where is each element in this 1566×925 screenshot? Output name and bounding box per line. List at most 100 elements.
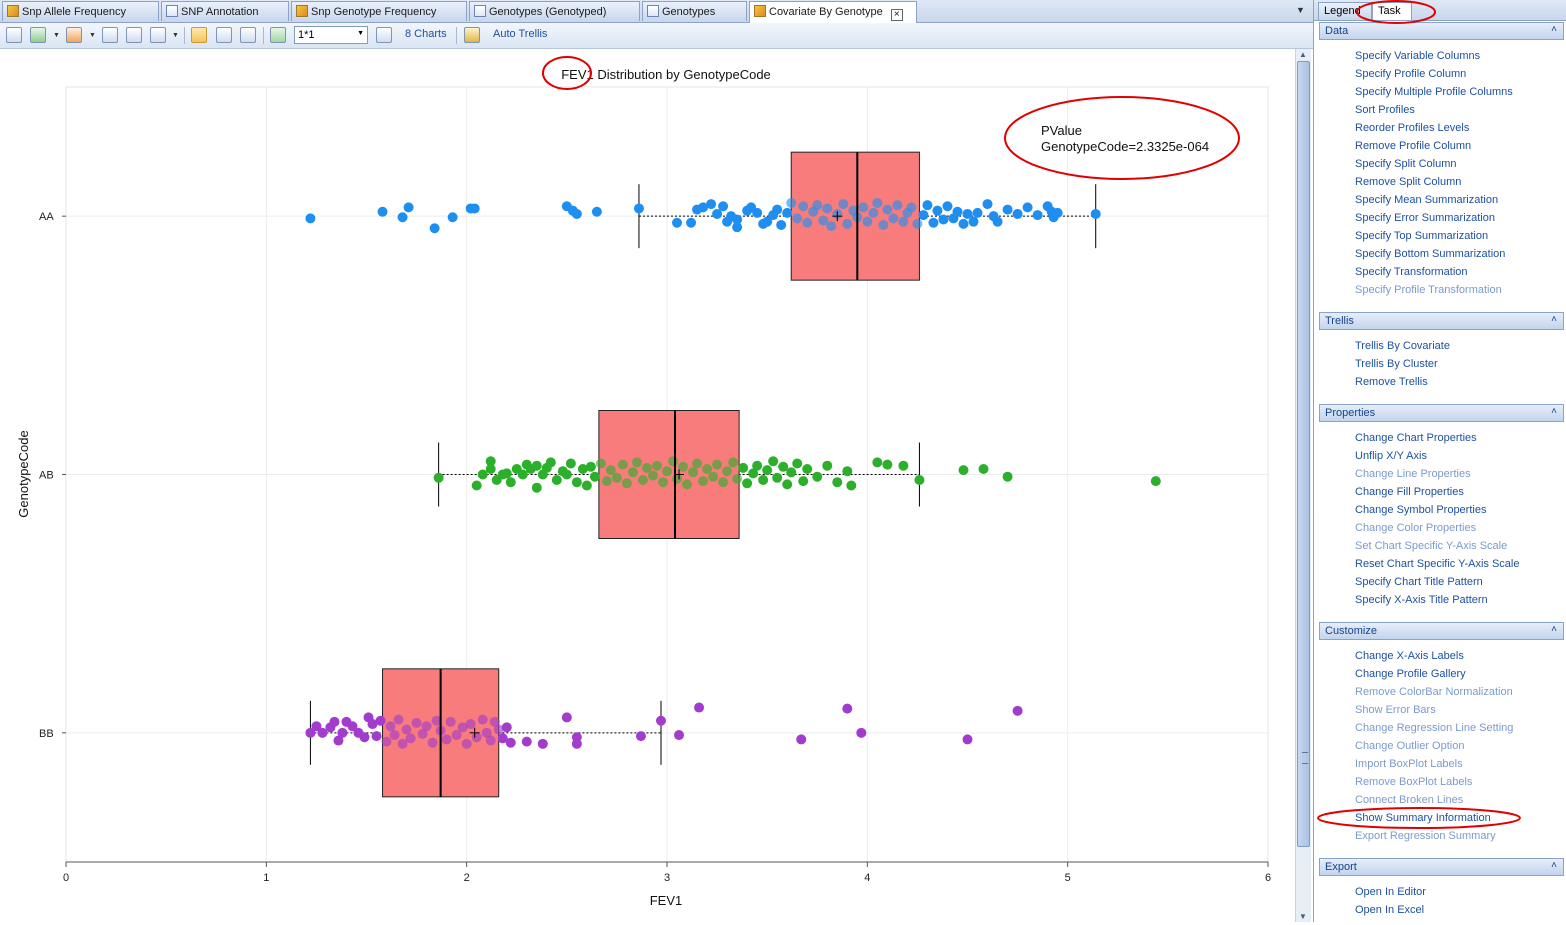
data-point bbox=[798, 201, 809, 212]
data-point bbox=[952, 206, 963, 217]
task-link[interactable]: Change Symbol Properties bbox=[1355, 504, 1487, 516]
powerpoint-export-icon[interactable] bbox=[66, 27, 82, 43]
copy-icon[interactable] bbox=[102, 27, 118, 43]
task-panel: Legend Task Data ˄ Specify Variable Column… bbox=[1313, 0, 1566, 922]
task-link[interactable]: Trellis By Covariate bbox=[1355, 340, 1450, 352]
data-point bbox=[698, 202, 709, 213]
task-link[interactable]: Trellis By Cluster bbox=[1355, 358, 1438, 370]
screenshot-icon[interactable] bbox=[6, 27, 22, 43]
collapse-chevron-icon[interactable]: ˄ bbox=[1551, 624, 1557, 635]
task-link[interactable]: Change X-Axis Labels bbox=[1355, 650, 1464, 662]
section-header[interactable]: Trellis ˄ bbox=[1319, 312, 1564, 330]
data-point bbox=[868, 207, 879, 218]
task-link[interactable]: Specify Split Column bbox=[1355, 158, 1457, 170]
task-link[interactable]: Show Summary Information bbox=[1355, 812, 1491, 824]
section-title: Export bbox=[1325, 861, 1357, 873]
data-point bbox=[445, 716, 456, 727]
data-point bbox=[812, 471, 823, 482]
chevron-down-icon[interactable]: ▼ bbox=[53, 32, 60, 39]
tab-covariate-by-genotype[interactable]: Covariate By Genotype × bbox=[749, 1, 917, 23]
zoom-icon[interactable] bbox=[216, 27, 232, 43]
tab-label: SNP Annotation bbox=[181, 6, 259, 18]
scroll-down-icon[interactable]: ▼ bbox=[1299, 912, 1307, 921]
task-link[interactable]: Specify Variable Columns bbox=[1355, 50, 1481, 62]
task-link[interactable]: Remove Split Column bbox=[1355, 176, 1462, 188]
excel-export-icon[interactable] bbox=[30, 27, 46, 43]
task-link[interactable]: Specify Mean Summarization bbox=[1355, 194, 1499, 206]
x-tick-label: 2 bbox=[464, 872, 470, 884]
collapse-chevron-icon[interactable]: ˄ bbox=[1551, 406, 1557, 417]
refresh-icon[interactable] bbox=[270, 27, 286, 43]
data-point bbox=[846, 480, 857, 491]
x-tick-label: 6 bbox=[1265, 872, 1271, 884]
annotation-line: GenotypeCode=2.3325e-064 bbox=[1041, 139, 1209, 154]
data-point bbox=[617, 459, 628, 470]
data-point bbox=[872, 457, 883, 468]
task-link[interactable]: Specify Transformation bbox=[1355, 266, 1468, 278]
task-link[interactable]: Change Profile Gallery bbox=[1355, 668, 1466, 680]
data-point bbox=[485, 735, 496, 746]
chart-count-icon[interactable] bbox=[376, 27, 392, 43]
scroll-up-icon[interactable]: ▲ bbox=[1299, 50, 1307, 59]
collapse-chevron-icon[interactable]: ˄ bbox=[1551, 860, 1557, 871]
chevron-down-icon[interactable]: ▼ bbox=[89, 32, 96, 39]
layout-combo[interactable]: 1*1 ▼ bbox=[294, 26, 368, 44]
data-point bbox=[1150, 476, 1161, 487]
charts-count-button[interactable]: 8 Charts bbox=[405, 28, 447, 40]
tab-snp-genotype-frequency[interactable]: Snp Genotype Frequency bbox=[291, 1, 467, 21]
task-link[interactable]: Remove Trellis bbox=[1355, 376, 1428, 388]
data-point bbox=[1002, 471, 1013, 482]
collapse-chevron-icon[interactable]: ˄ bbox=[1551, 314, 1557, 325]
task-link[interactable]: Open In Editor bbox=[1355, 886, 1426, 898]
section-header[interactable]: Properties ˄ bbox=[1319, 404, 1564, 422]
tab-task[interactable]: Task bbox=[1372, 2, 1412, 20]
task-link[interactable]: Remove Profile Column bbox=[1355, 140, 1472, 152]
chevron-down-icon[interactable]: ▼ bbox=[172, 32, 179, 39]
section-header[interactable]: Data ˄ bbox=[1319, 22, 1564, 40]
data-point bbox=[906, 202, 917, 213]
section-header[interactable]: Export ˄ bbox=[1319, 858, 1564, 876]
auto-trellis-button[interactable]: Auto Trellis bbox=[493, 28, 548, 40]
task-link[interactable]: Reorder Profiles Levels bbox=[1355, 122, 1470, 134]
task-link[interactable]: Unflip X/Y Axis bbox=[1355, 450, 1427, 462]
vertical-scrollbar[interactable]: ▲ ▼ bbox=[1295, 49, 1311, 922]
tab-genotypes[interactable]: Genotypes bbox=[642, 1, 747, 21]
task-link[interactable]: Specify Profile Column bbox=[1355, 68, 1467, 80]
task-link[interactable]: Open In Excel bbox=[1355, 904, 1425, 916]
tab-snp-annotation[interactable]: SNP Annotation bbox=[161, 1, 289, 21]
tab-snp-allele-frequency[interactable]: Snp Allele Frequency bbox=[2, 1, 159, 21]
task-link[interactable]: Specify Chart Title Pattern bbox=[1355, 576, 1483, 588]
task-link[interactable]: Change Chart Properties bbox=[1355, 432, 1477, 444]
data-point bbox=[447, 212, 458, 223]
lock-icon[interactable] bbox=[464, 27, 480, 43]
data-point bbox=[758, 475, 769, 485]
data-point bbox=[856, 727, 867, 738]
tab-list-dropdown-icon[interactable]: ▼ bbox=[1296, 5, 1305, 15]
task-link[interactable]: Specify Multiple Profile Columns bbox=[1355, 86, 1513, 98]
task-link[interactable]: Specify Bottom Summarization bbox=[1355, 248, 1506, 260]
tab-genotypes-genotyped[interactable]: Genotypes (Genotyped) bbox=[469, 1, 640, 21]
data-point bbox=[545, 457, 556, 468]
section-header[interactable]: Customize ˄ bbox=[1319, 622, 1564, 640]
pointer-select-icon[interactable] bbox=[191, 27, 207, 43]
data-point bbox=[702, 464, 713, 474]
copy-all-icon[interactable] bbox=[126, 27, 142, 43]
boxplot-chart[interactable]: 0 1 2 3 4 5 6 AA AB BB FEV1 Distribution by Geno… bbox=[0, 49, 1295, 922]
task-link[interactable]: Change Fill Properties bbox=[1355, 486, 1464, 498]
chart-area[interactable]: 0 1 2 3 4 5 6 AA AB BB FEV1 Distribution by Geno… bbox=[0, 49, 1295, 922]
data-point bbox=[802, 217, 813, 228]
task-link[interactable]: Specify Error Summarization bbox=[1355, 212, 1495, 224]
data-point bbox=[762, 465, 773, 476]
tab-legend[interactable]: Legend bbox=[1318, 2, 1372, 20]
scrollbar-thumb[interactable] bbox=[1297, 61, 1310, 847]
chart-title: FEV1 Distribution by GenotypeCode bbox=[561, 67, 771, 82]
collapse-chevron-icon[interactable]: ˄ bbox=[1551, 24, 1557, 35]
task-link[interactable]: Specify X-Axis Title Pattern bbox=[1355, 594, 1488, 606]
task-link[interactable]: Sort Profiles bbox=[1355, 104, 1415, 116]
close-icon[interactable]: × bbox=[890, 9, 903, 21]
fit-to-window-icon[interactable] bbox=[240, 27, 256, 43]
print-icon[interactable] bbox=[150, 27, 166, 43]
task-link[interactable]: Specify Top Summarization bbox=[1355, 230, 1489, 242]
task-link[interactable]: Reset Chart Specific Y-Axis Scale bbox=[1355, 558, 1520, 570]
data-point bbox=[872, 197, 883, 208]
